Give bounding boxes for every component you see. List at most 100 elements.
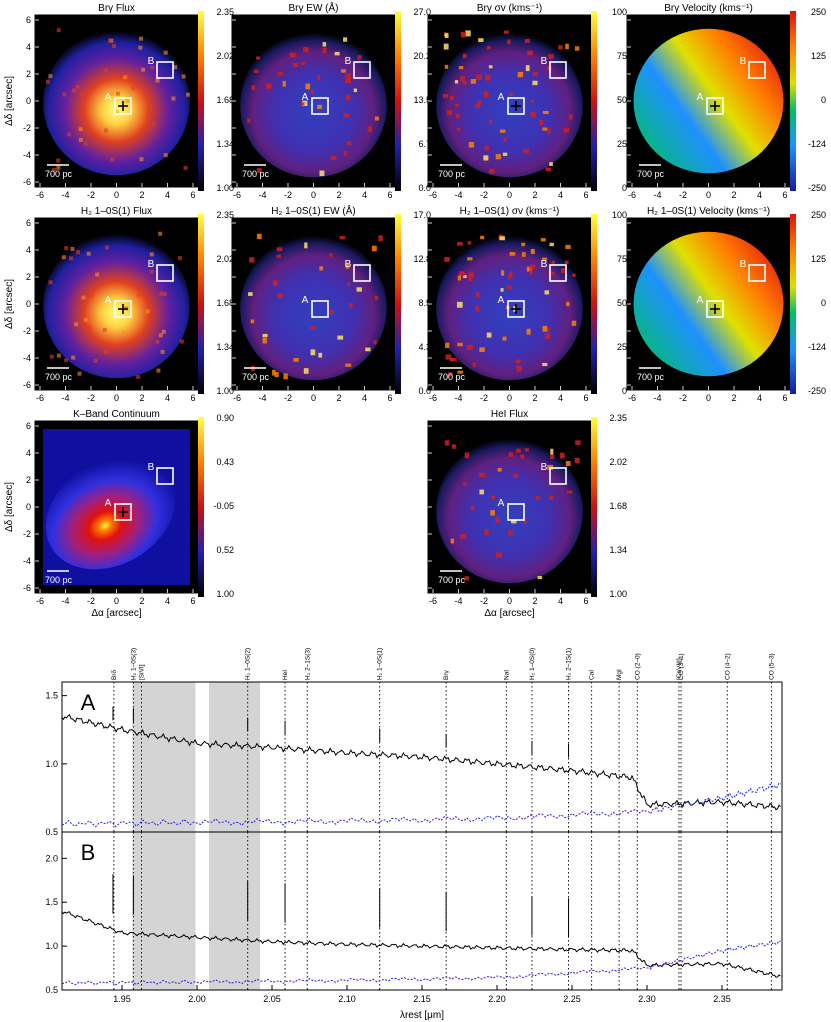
x-tick-label: -4 bbox=[454, 190, 462, 200]
map-pixel bbox=[115, 91, 120, 96]
map-pixel bbox=[443, 43, 449, 50]
map-pixel bbox=[521, 242, 526, 247]
x-tick-label: 0 bbox=[114, 596, 119, 606]
map-pixel bbox=[273, 280, 278, 286]
map-pixel bbox=[62, 92, 67, 97]
x-tick-label: -2 bbox=[480, 596, 488, 606]
map-pixel bbox=[450, 357, 457, 362]
aperture-b-box bbox=[156, 61, 174, 79]
scale-bar-label: 700 pc bbox=[438, 372, 466, 382]
colorbar-label: 0 bbox=[622, 386, 627, 396]
colorbar bbox=[591, 11, 597, 191]
x-tick-label: 2 bbox=[139, 596, 144, 606]
map-pixel bbox=[479, 347, 485, 353]
y-tick-label: 1.0 bbox=[45, 941, 58, 951]
aperture-a-box bbox=[706, 300, 724, 318]
x-tick-label: -4 bbox=[258, 190, 266, 200]
map-pixel bbox=[159, 291, 164, 296]
aperture-a-label: A bbox=[498, 498, 505, 509]
aperture-b-label: B bbox=[541, 259, 548, 270]
aperture-b-label: B bbox=[345, 259, 352, 270]
x-tick-label: 4 bbox=[362, 190, 367, 200]
aperture-b-label: B bbox=[148, 462, 155, 473]
map-pixel bbox=[525, 65, 530, 72]
aperture-a-label: A bbox=[498, 92, 505, 103]
map-pixel bbox=[545, 327, 550, 332]
map-pixel bbox=[160, 349, 165, 354]
map-pixel bbox=[484, 74, 491, 81]
colorbar-label: -124 bbox=[808, 139, 826, 149]
colorbar-label: 1.68 bbox=[609, 501, 627, 511]
map-pixel bbox=[103, 128, 108, 133]
map-pixel bbox=[141, 67, 146, 72]
colorbar-label: 75 bbox=[617, 254, 627, 264]
map-pixel bbox=[462, 53, 467, 59]
map-pixel bbox=[183, 165, 188, 170]
colorbar-label: 20.2 bbox=[413, 51, 431, 61]
colorbar-label: 250 bbox=[811, 7, 826, 17]
map-pixel bbox=[445, 354, 452, 360]
map-pixel bbox=[445, 342, 450, 349]
y-tick-label: -2 bbox=[23, 529, 31, 539]
x-tick-label: -2 bbox=[679, 190, 687, 200]
emission-region bbox=[43, 233, 190, 379]
colorbar-label: -250 bbox=[808, 183, 826, 193]
map-pixel bbox=[484, 146, 489, 151]
map-pixel bbox=[345, 263, 350, 269]
map-panel: HeI Flux -6 -4 -2 0 2 4 6 Δα [arcsec] A B 700 pc 2.3… bbox=[427, 409, 627, 619]
x-tick-label: 6 bbox=[387, 393, 392, 403]
map-pixel bbox=[343, 113, 350, 118]
x-tick-label: -4 bbox=[61, 393, 69, 403]
map-pixel bbox=[566, 490, 573, 494]
map-pixel bbox=[67, 132, 72, 137]
map-pixel bbox=[524, 448, 529, 452]
map-pixel bbox=[484, 529, 489, 535]
y-tick-label: -4 bbox=[23, 353, 31, 363]
map-pixel bbox=[110, 157, 115, 162]
map-pixel bbox=[458, 66, 464, 70]
aperture-a-label: A bbox=[302, 92, 309, 103]
aperture-a-box bbox=[114, 300, 132, 318]
map-pixel bbox=[454, 80, 459, 84]
map-pixel bbox=[529, 269, 533, 275]
line-label: H₂ 1–0S(0) bbox=[529, 648, 536, 680]
y-tick-label: -2 bbox=[23, 123, 31, 133]
map-pixel bbox=[490, 510, 495, 516]
map-pixel bbox=[257, 168, 262, 174]
x-tick-label: -6 bbox=[36, 596, 44, 606]
map-pixel bbox=[346, 141, 352, 146]
map-pixel bbox=[274, 372, 279, 378]
x-tick-label: 4 bbox=[757, 190, 762, 200]
x-tick-label: 0 bbox=[114, 190, 119, 200]
map-pixel bbox=[78, 127, 83, 132]
spectrum-panel-label: B bbox=[81, 840, 96, 865]
map-pixel bbox=[310, 349, 316, 356]
map-pixel bbox=[574, 457, 580, 464]
y-tick-label: -6 bbox=[23, 583, 31, 593]
map-pixel bbox=[541, 257, 548, 261]
map-pixel bbox=[574, 46, 580, 51]
colorbar bbox=[395, 214, 401, 394]
y-tick-label: 4 bbox=[26, 42, 31, 52]
line-label: CO (2–0) bbox=[634, 653, 641, 680]
map-pixel bbox=[75, 84, 80, 89]
x-tick-label: -4 bbox=[454, 393, 462, 403]
x-tick-label: -6 bbox=[36, 393, 44, 403]
map-pixel bbox=[345, 77, 352, 84]
emission-region bbox=[43, 30, 190, 176]
y-axis-label: Δδ [arcsec] bbox=[4, 482, 15, 532]
colorbar-label: 1.00 bbox=[216, 589, 234, 599]
map-pixel bbox=[470, 79, 476, 84]
map-pixel bbox=[458, 271, 465, 277]
map-pixel bbox=[537, 576, 543, 580]
map-pixel bbox=[503, 30, 509, 34]
map-pixel bbox=[343, 37, 348, 42]
map-pixel bbox=[530, 99, 535, 103]
map-pixel bbox=[467, 257, 473, 261]
map-pixel bbox=[526, 266, 533, 272]
map-panel: H₂ 1–0S(1) EW (Å) -6 -4 -2 0 2 4 6 A B 700 pc 17.0 1… bbox=[231, 204, 431, 403]
map-pixel bbox=[249, 257, 255, 263]
map-pixel bbox=[163, 50, 168, 55]
colorbar-label: 125 bbox=[811, 51, 826, 61]
colorbar-label: 0.90 bbox=[216, 413, 234, 423]
